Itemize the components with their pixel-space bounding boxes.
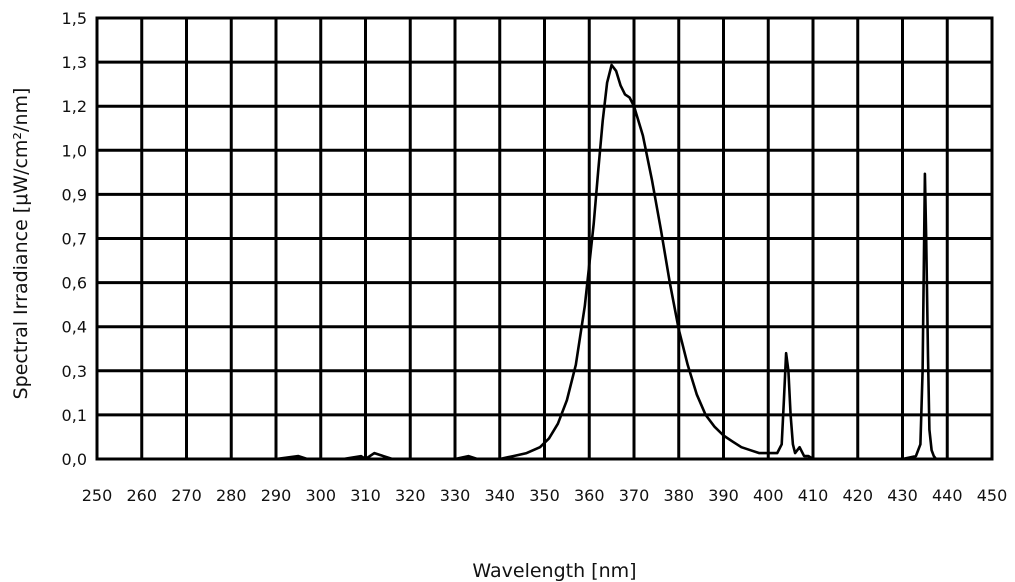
- x-axis-label: Wavelength [nm]: [472, 560, 636, 582]
- x-tick-label: 390: [708, 486, 739, 505]
- x-tick-label: 330: [440, 486, 471, 505]
- x-tick-label: 270: [171, 486, 202, 505]
- x-tick-label: 430: [887, 486, 918, 505]
- y-tick-label: 0,9: [62, 185, 87, 204]
- x-tick-label: 410: [798, 486, 829, 505]
- x-tick-label: 250: [82, 486, 113, 505]
- x-tick-label: 340: [484, 486, 515, 505]
- x-tick-label: 310: [350, 486, 381, 505]
- y-tick-label: 1,5: [62, 9, 87, 28]
- y-axis-label: Spectral Irradiance [μW/cm²/nm]: [10, 88, 32, 400]
- x-tick-label: 260: [126, 486, 157, 505]
- x-tick-label: 290: [261, 486, 292, 505]
- x-tick-label: 450: [977, 486, 1008, 505]
- x-tick-label: 280: [216, 486, 247, 505]
- y-tick-label: 0,4: [62, 318, 87, 337]
- x-tick-label: 440: [932, 486, 963, 505]
- x-tick-label: 320: [395, 486, 426, 505]
- y-tick-label: 0,7: [62, 230, 87, 249]
- x-tick-labels: 250 260 270 280 290 300 310 320 330 340 350 360 370 3…: [82, 486, 1008, 505]
- y-tick-label: 1,2: [62, 97, 87, 116]
- y-tick-label: 0,3: [62, 362, 87, 381]
- x-tick-label: 360: [574, 486, 605, 505]
- y-tick-label: 0,6: [62, 274, 87, 293]
- grid-lines: [95, 16, 994, 461]
- x-tick-label: 420: [842, 486, 873, 505]
- plot-frame: [95, 16, 994, 461]
- y-tick-label: 1,3: [62, 53, 87, 72]
- y-tick-label: 0,0: [62, 450, 87, 469]
- x-tick-label: 380: [663, 486, 694, 505]
- y-tick-label: 1,0: [62, 141, 87, 160]
- x-tick-label: 400: [753, 486, 784, 505]
- x-tick-label: 370: [619, 486, 650, 505]
- x-tick-label: 300: [305, 486, 336, 505]
- x-tick-label: 350: [529, 486, 560, 505]
- y-tick-label: 0,1: [62, 406, 87, 425]
- y-tick-labels: 0,0 0,1 0,3 0,4 0,6 0,7 0,9 1,0 1,2 1,3 1,5: [62, 9, 87, 469]
